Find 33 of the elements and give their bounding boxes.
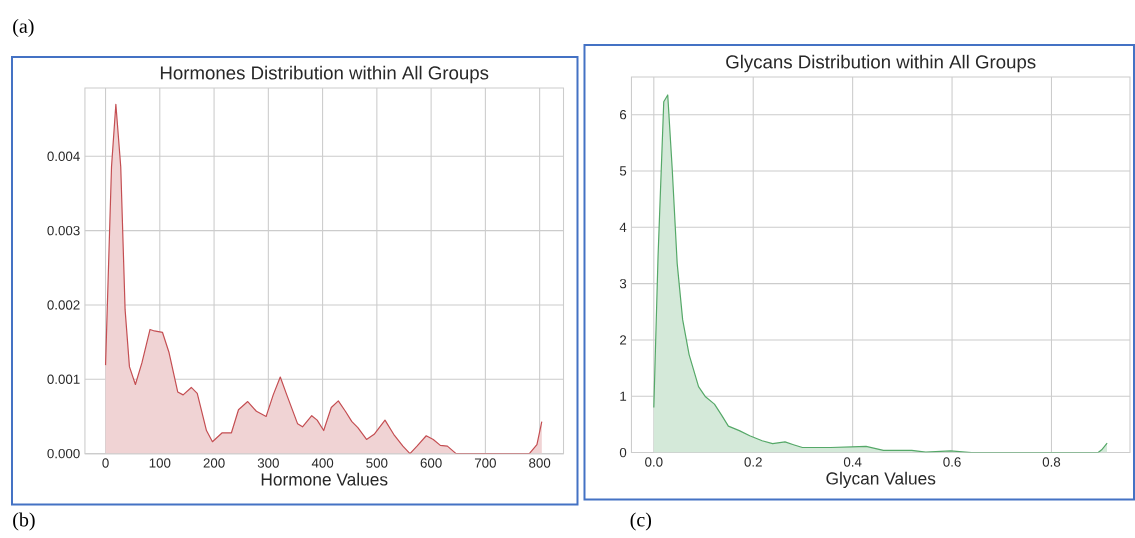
x-tick-label: 800 bbox=[529, 458, 551, 468]
chart-title: Glycans Distribution within All Groups bbox=[726, 55, 1036, 73]
text: (a) bbox=[13, 19, 34, 38]
x-tick-label: 300 bbox=[257, 458, 279, 468]
y-tick-label: 0 bbox=[619, 448, 627, 458]
x-tick-label: 0.0 bbox=[645, 457, 663, 467]
y-tick-label: 5 bbox=[619, 166, 627, 176]
x-tick-label: 0.8 bbox=[1042, 457, 1061, 467]
x-tick-label: 0.2 bbox=[744, 457, 762, 467]
text: (b) bbox=[13, 512, 35, 531]
x-tick-label: 0.4 bbox=[843, 457, 862, 467]
x-tick-label: 200 bbox=[203, 458, 225, 468]
y-tick-label: 4 bbox=[619, 222, 627, 233]
y-tick-label: 0.004 bbox=[47, 151, 80, 162]
y-tick-label: 0.002 bbox=[47, 300, 80, 310]
x-tick-label: 500 bbox=[366, 458, 388, 468]
x-tick-label: 400 bbox=[311, 458, 334, 468]
x-axis-title: Hormone Values bbox=[261, 473, 388, 486]
chart-title: Hormones Distribution within All Groups bbox=[160, 66, 489, 84]
y-tick-label: 3 bbox=[619, 279, 627, 289]
x-tick-label: 600 bbox=[420, 458, 442, 468]
text: (c) bbox=[630, 512, 652, 531]
y-tick-label: 2 bbox=[620, 335, 627, 345]
y-tick-label: 1 bbox=[620, 391, 627, 402]
y-tick-label: 0.000 bbox=[47, 449, 80, 459]
x-tick-label: 100 bbox=[149, 458, 171, 468]
x-tick-label: 0.6 bbox=[943, 457, 961, 467]
x-tick-label: 700 bbox=[474, 458, 496, 468]
y-tick-label: 0.001 bbox=[47, 374, 80, 385]
y-tick-label: 6 bbox=[620, 110, 627, 120]
x-tick-label: 0 bbox=[102, 458, 109, 468]
x-axis-title: Glycan Values bbox=[826, 472, 936, 489]
y-tick-label: 0.003 bbox=[47, 226, 80, 236]
